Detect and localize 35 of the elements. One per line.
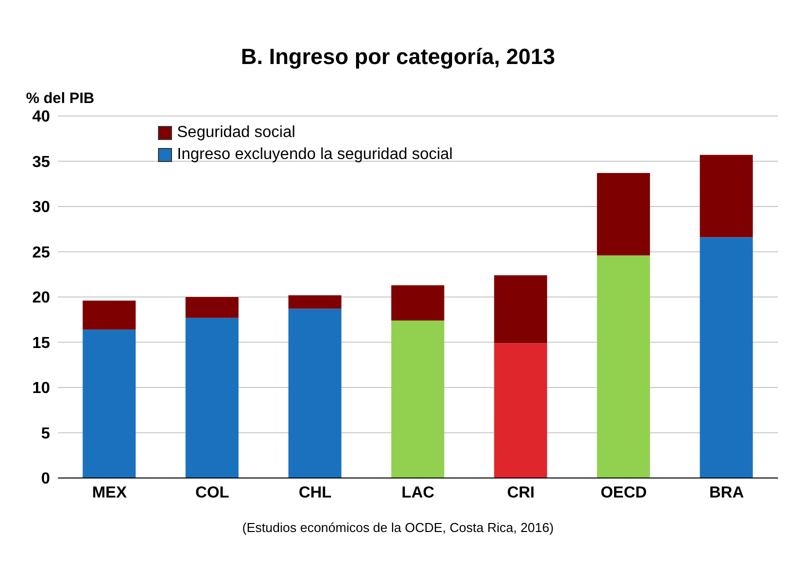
chart-title: B. Ingreso por categoría, 2013 [240, 44, 556, 70]
y-tick-label: 10 [32, 380, 50, 398]
y-tick-label: 35 [32, 154, 50, 171]
bar [494, 343, 548, 478]
y-tick-label: 40 [32, 108, 50, 126]
legend-label: Seguridad social [177, 123, 296, 143]
y-tick-label: 15 [32, 334, 50, 352]
bar [288, 295, 342, 309]
x-tick-label: CRI [507, 484, 535, 502]
bar [82, 330, 136, 478]
y-axis-title: % del PIB [26, 90, 94, 107]
x-tick-label: COL [195, 484, 230, 502]
text: (Estudios económicos de la OCDE, Costa Rica, 2016) [241, 520, 555, 535]
bar [391, 320, 444, 478]
bar [288, 308, 342, 478]
bar [82, 300, 136, 330]
bar [391, 285, 444, 321]
bar [700, 154, 753, 238]
x-tick-label: BRA [709, 484, 744, 502]
y-tick-label: 25 [32, 244, 50, 262]
x-tick-label: MEX [92, 484, 128, 502]
bar [494, 275, 548, 344]
x-tick-label: CHL [298, 484, 332, 502]
bar [186, 318, 239, 478]
x-tick-label: LAC [402, 484, 435, 502]
x-tick-label: OECD [600, 484, 647, 502]
legend-label: Ingreso excluyendo la seguridad social [177, 145, 453, 165]
y-tick-label: 30 [32, 199, 50, 216]
y-tick-label: 5 [41, 425, 50, 442]
bar [700, 237, 753, 478]
y-tick-label: 20 [32, 290, 50, 307]
bar [186, 297, 239, 318]
bar [596, 255, 650, 478]
bar [596, 173, 650, 256]
y-tick-label: 0 [41, 470, 50, 488]
